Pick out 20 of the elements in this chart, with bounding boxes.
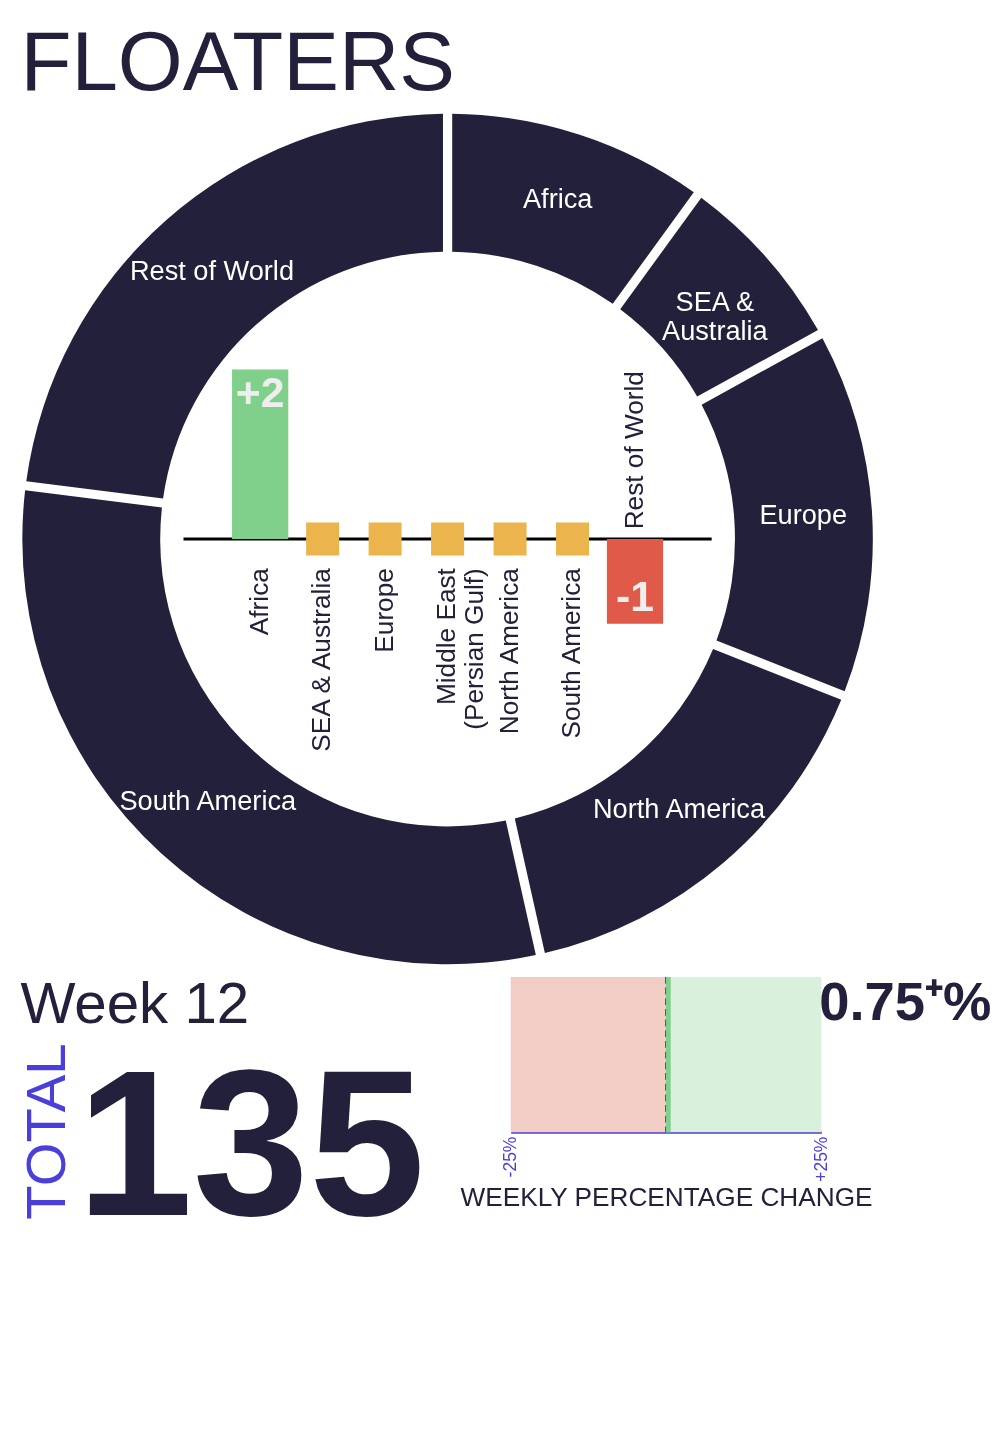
x-tick-label: Africa [243, 567, 274, 636]
slice-label: South America [119, 785, 298, 817]
slice-label: Europe [759, 499, 848, 531]
x-tick-label: North America [493, 567, 524, 735]
x-tick-label: SEA & Australia [306, 567, 337, 752]
chart-title: FLOATERS [20, 14, 455, 109]
x-tick-label: -25% [500, 1136, 521, 1178]
x-tick-label: Middle East (Persian Gulf) [431, 567, 490, 730]
data-label: +2 [235, 368, 285, 417]
data-label: -1 [616, 572, 654, 621]
x-tick-label: Europe [368, 568, 399, 653]
x-axis-title: WEEKLY PERCENTAGE CHANGE [460, 1182, 873, 1213]
slice-label: North America [592, 792, 766, 824]
slice-label: SEA & Australia [662, 286, 769, 347]
text: TOTAL [14, 1043, 78, 1220]
x-tick-label: South America [556, 567, 587, 739]
slice-label: Africa [522, 182, 594, 214]
data-label: 0.75⁺% [819, 970, 992, 1032]
slice-label: Rest of World [129, 254, 294, 286]
x-tick-label: +25% [810, 1136, 831, 1182]
